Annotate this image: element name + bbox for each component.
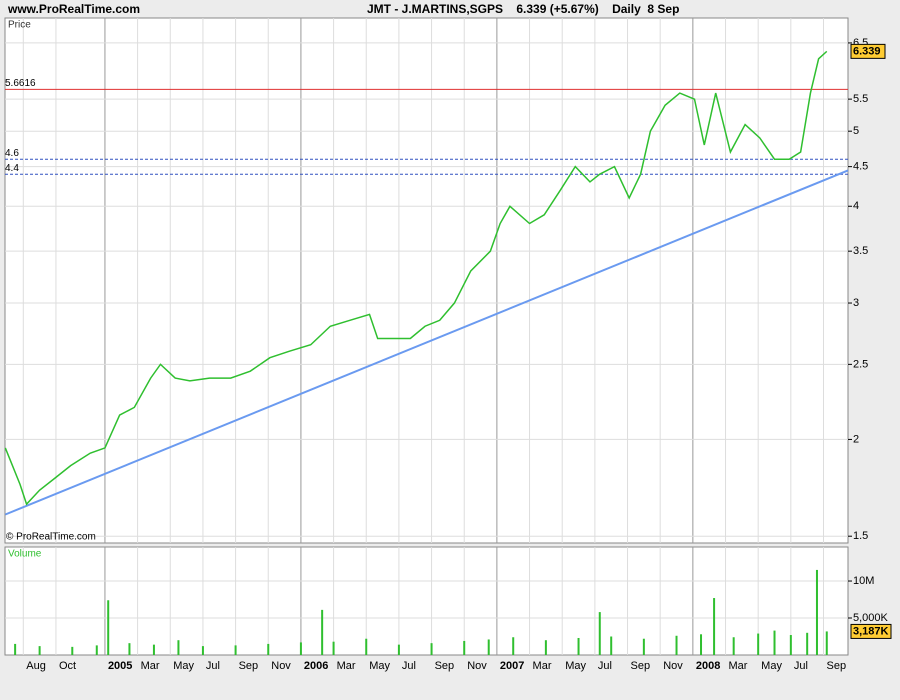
last-value-box — [850, 623, 892, 639]
x-tick-label: Mar — [141, 660, 160, 672]
y-tick-label: 3.5 — [853, 245, 868, 257]
level-label: 4.4 — [5, 163, 19, 174]
y-tick-label: 5,000K — [853, 612, 889, 624]
panel — [4, 17, 849, 544]
panel — [4, 546, 849, 656]
volume-bar — [107, 600, 110, 655]
volume-bar — [14, 643, 17, 655]
volume-bar — [487, 639, 490, 655]
volume-bar — [713, 598, 716, 655]
volume-bar — [757, 633, 760, 655]
volume-bar — [642, 638, 645, 655]
y-tick-label: 4.5 — [853, 161, 868, 173]
x-tick-label: May — [565, 660, 586, 672]
volume-bar — [463, 640, 466, 655]
x-tick-label: Mar — [533, 660, 552, 672]
volume-bar — [825, 631, 828, 655]
volume-bar — [598, 612, 601, 655]
x-tick-label: Sep — [827, 660, 847, 672]
volume-bar — [610, 636, 613, 655]
panel-label: Price — [8, 20, 31, 31]
x-tick-label: Mar — [337, 660, 356, 672]
x-tick-label: Jul — [598, 660, 612, 672]
y-tick-label: 2.5 — [853, 358, 868, 370]
y-tick-label: 1.5 — [853, 530, 868, 542]
y-tick-label: 3 — [853, 297, 859, 309]
volume-bar — [544, 640, 547, 655]
x-tick-label: Sep — [631, 660, 651, 672]
volume-bar — [234, 645, 237, 655]
x-tick-label: Sep — [435, 660, 455, 672]
x-tick-label: Nov — [467, 660, 487, 672]
volume-bar — [299, 642, 302, 655]
volume-bar — [397, 644, 400, 655]
last-value: 6.339 — [853, 45, 881, 57]
x-tick-label: Mar — [729, 660, 748, 672]
volume-bar — [152, 644, 155, 655]
y-tick-label: 2 — [853, 433, 859, 445]
title: JMT - J.MARTINS,SGPS 6.339 (+5.67%) Dail… — [367, 2, 679, 16]
copyright: © ProRealTime.com — [6, 532, 96, 543]
x-tick-label: Sep — [239, 660, 259, 672]
y-tick-label: 5.5 — [853, 93, 868, 105]
trendline — [4, 169, 849, 516]
x-tick-label: May — [761, 660, 782, 672]
level-label: 5.6616 — [5, 78, 36, 89]
volume-bar — [512, 637, 515, 655]
y-tick-label: 10M — [853, 575, 874, 587]
volume-bar — [95, 645, 98, 655]
x-tick-label: May — [369, 660, 390, 672]
panel-label: Volume — [8, 549, 42, 560]
x-tick-label: 2008 — [696, 660, 720, 672]
price-line — [4, 50, 828, 506]
x-tick-label: Jul — [206, 660, 220, 672]
volume-bar — [267, 643, 270, 655]
volume-bar — [675, 635, 678, 655]
y-tick-label: 5 — [853, 125, 859, 137]
volume-bar — [430, 643, 433, 655]
site: www.ProRealTime.com — [7, 2, 140, 16]
x-tick-label: May — [173, 660, 194, 672]
volume-bar — [332, 641, 335, 655]
x-tick-label: Jul — [794, 660, 808, 672]
value-label: 3,187K — [853, 625, 889, 637]
x-tick-label: Oct — [59, 660, 76, 672]
volume-bar — [177, 640, 180, 655]
volume-bar — [365, 638, 368, 655]
last-value-box — [850, 43, 886, 59]
volume-bar — [789, 635, 792, 655]
x-tick-label: Nov — [663, 660, 683, 672]
x-tick-label: 2005 — [108, 660, 132, 672]
volume-bar — [806, 632, 809, 655]
volume-bar — [815, 569, 818, 655]
volume-bar — [773, 630, 776, 655]
x-tick-label: Jul — [402, 660, 416, 672]
volume-bar — [700, 634, 703, 655]
x-tick-label: Aug — [26, 660, 46, 672]
x-tick-label: 2007 — [500, 660, 524, 672]
level-label: 4.6 — [5, 148, 19, 159]
y-tick-label: 4 — [853, 200, 859, 212]
x-tick-label: Nov — [271, 660, 291, 672]
volume-bar — [732, 637, 735, 655]
volume-bar — [128, 643, 131, 655]
x-tick-label: 2006 — [304, 660, 328, 672]
volume-bar — [71, 646, 74, 655]
volume-bar — [201, 646, 204, 655]
volume-bar — [38, 646, 41, 655]
volume-bar — [577, 637, 580, 655]
volume-bar — [321, 609, 324, 655]
